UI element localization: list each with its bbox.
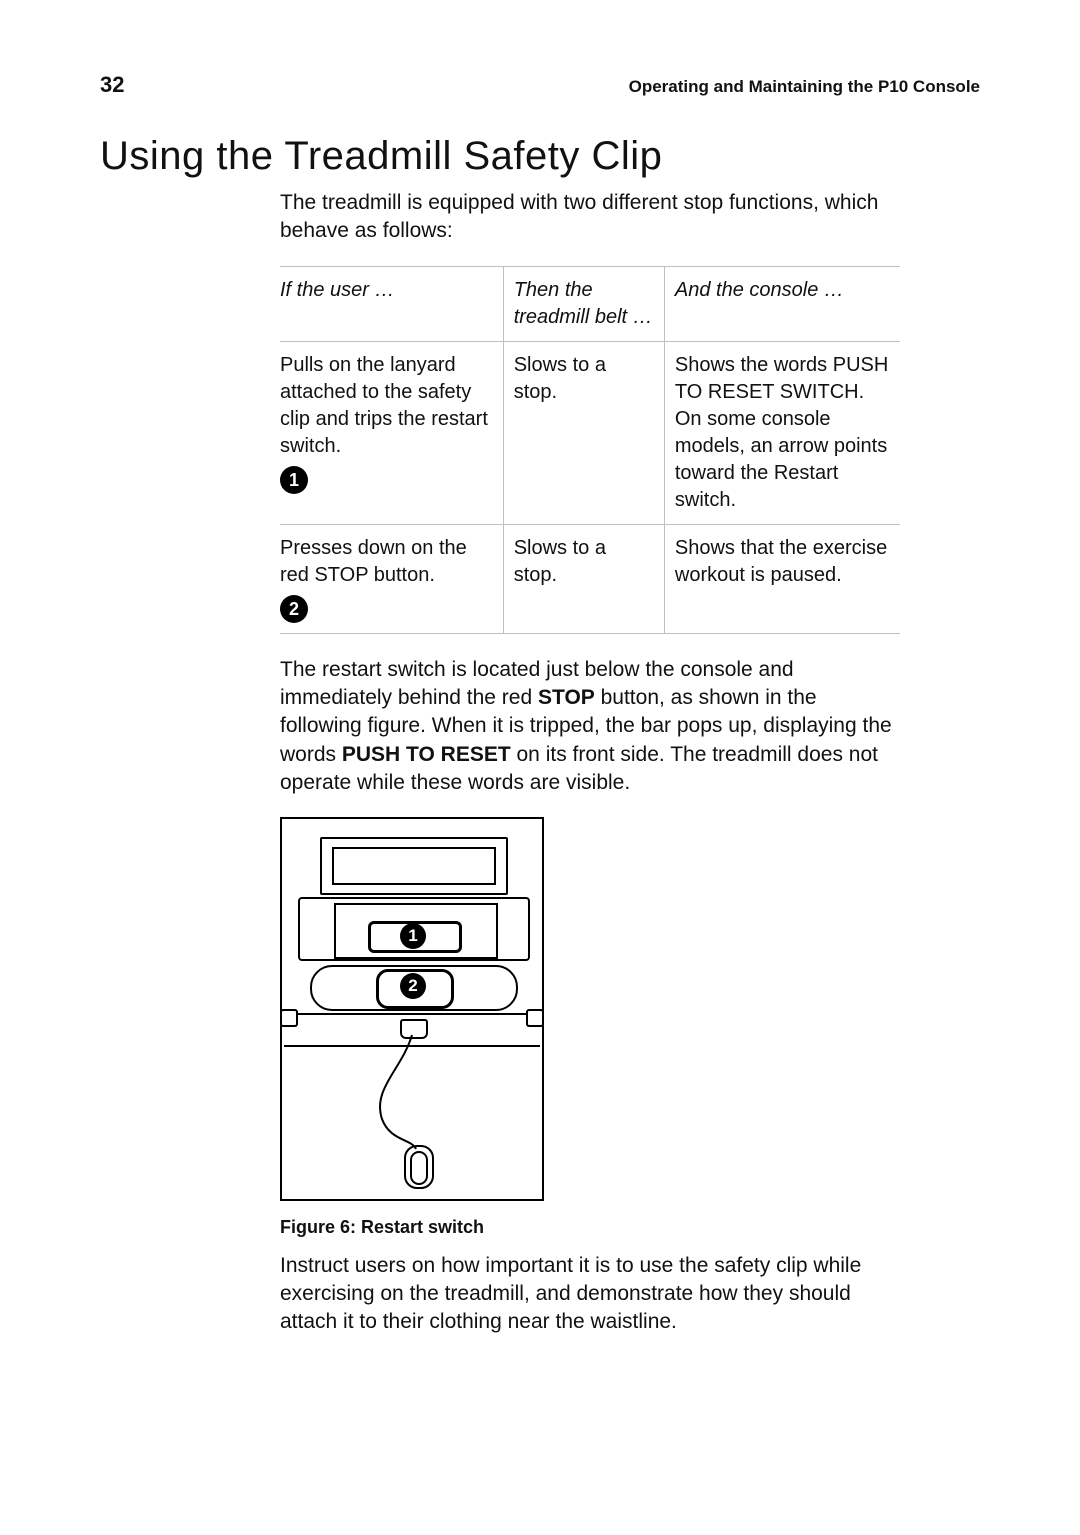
table-row: Pulls on the lanyard attached to the saf… (280, 341, 900, 524)
document-title: Operating and Maintaining the P10 Consol… (629, 77, 980, 97)
push-to-reset-label: PUSH TO RESET (342, 743, 511, 766)
figure-6: 1 2 Figure 6: Restart switch (280, 817, 900, 1239)
closing-paragraph: Instruct users on how important it is to… (280, 1252, 900, 1337)
console-inner-icon (332, 847, 496, 885)
section-body: The treadmill is equipped with two diffe… (280, 189, 900, 1337)
th-belt: Then the treadmill belt … (503, 266, 664, 341)
cell-user: Pulls on the lanyard attached to the saf… (280, 341, 503, 524)
restart-paragraph: The restart switch is located just below… (280, 656, 900, 798)
cell-belt: Slows to a stop. (503, 341, 664, 524)
restart-switch-diagram: 1 2 (280, 817, 544, 1201)
cell-console: Shows that the exercise workout is pause… (664, 524, 900, 633)
figure-caption: Figure 6: Restart switch (280, 1215, 900, 1239)
cell-user-text: Presses down on the red STOP button. (280, 537, 467, 586)
cell-belt: Slows to a stop. (503, 524, 664, 633)
table-row: Presses down on the red STOP button. 2 S… (280, 524, 900, 633)
key-slot-icon (400, 1019, 428, 1039)
th-user: If the user … (280, 266, 503, 341)
running-header: 32 Operating and Maintaining the P10 Con… (100, 72, 980, 98)
section-heading: Using the Treadmill Safety Clip (100, 134, 980, 179)
cell-user-text: Pulls on the lanyard attached to the saf… (280, 354, 488, 457)
page-number: 32 (100, 72, 124, 98)
table-header-row: If the user … Then the treadmill belt … … (280, 266, 900, 341)
th-console: And the console … (664, 266, 900, 341)
cell-user: Presses down on the red STOP button. 2 (280, 524, 503, 633)
safety-clip-icon (404, 1145, 434, 1189)
page: 32 Operating and Maintaining the P10 Con… (0, 0, 1080, 1535)
intro-paragraph: The treadmill is equipped with two diffe… (280, 189, 900, 246)
stop-label: STOP (538, 686, 595, 709)
stop-behavior-table: If the user … Then the treadmill belt … … (280, 266, 900, 634)
cell-console: Shows the words PUSH TO RESET SWITCH. On… (664, 341, 900, 524)
marker-2-icon: 2 (280, 595, 308, 623)
marker-1-icon: 1 (280, 466, 308, 494)
